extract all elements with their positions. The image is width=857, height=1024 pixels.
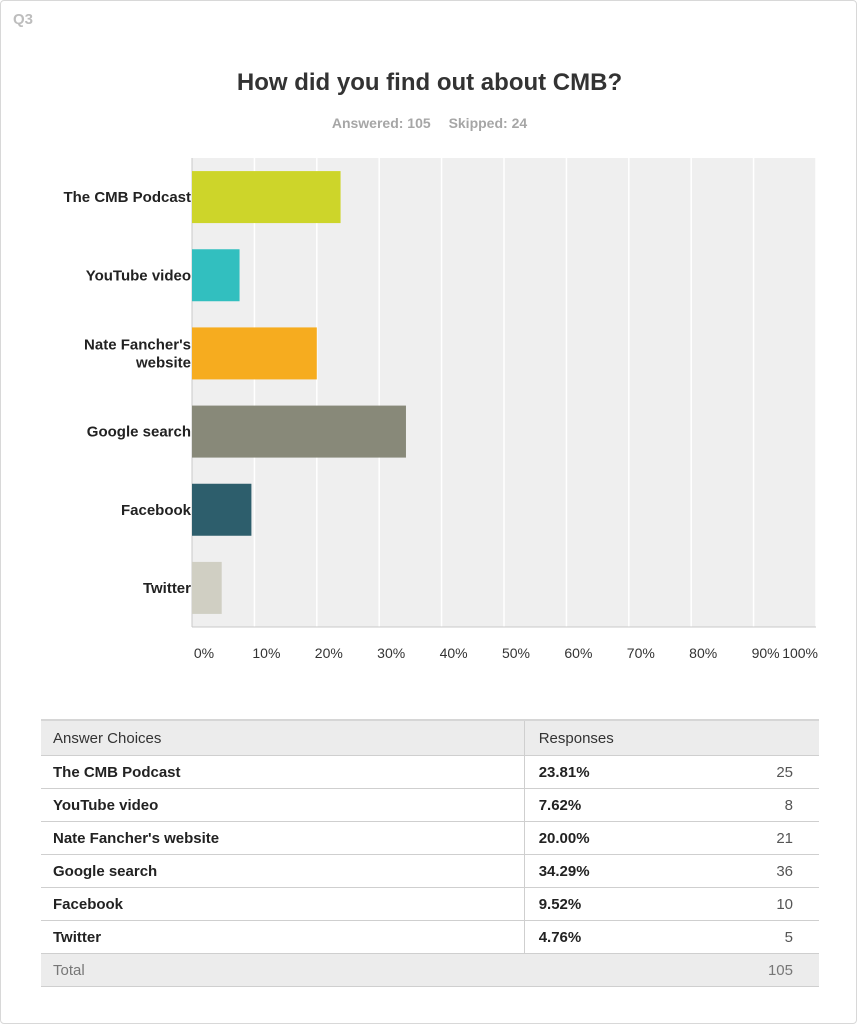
response-count-cell: 8 (675, 788, 819, 822)
response-percent-cell: 20.00% (523, 821, 675, 855)
bar (192, 405, 406, 458)
answer-choice-cell: YouTube video (41, 788, 525, 822)
x-tick-label: 70% (627, 645, 655, 661)
bar (192, 171, 341, 224)
table-row: Facebook 9.52% 10 (41, 887, 819, 921)
total-label: Total (41, 953, 525, 987)
category-label-line: Google search (87, 424, 191, 441)
x-tick-label: 50% (502, 645, 530, 661)
x-tick-label: 0% (194, 645, 214, 661)
response-count-cell: 25 (675, 755, 819, 789)
category-label-line: Twitter (143, 580, 191, 597)
bar (192, 249, 240, 302)
table-row: Google search 34.29% 36 (41, 854, 819, 888)
response-count-cell: 10 (675, 887, 819, 921)
table-row: Twitter 4.76% 5 (41, 920, 819, 954)
category-label: Twitter (143, 580, 191, 597)
category-label-line: Facebook (121, 502, 192, 519)
header-answer-choices: Answer Choices (41, 719, 525, 756)
total-count: 105 (675, 953, 819, 987)
x-tick-label: 80% (689, 645, 717, 661)
bar (192, 483, 252, 536)
answer-choice-cell: Google search (41, 854, 525, 888)
response-percent-cell: 9.52% (523, 887, 675, 921)
table-row: The CMB Podcast 23.81% 25 (41, 755, 819, 789)
category-label-line: website (135, 354, 191, 371)
answer-choice-cell: Facebook (41, 887, 525, 921)
x-tick-label: 20% (315, 645, 343, 661)
answer-choice-cell: The CMB Podcast (41, 755, 525, 789)
table-row: YouTube video 7.62% 8 (41, 788, 819, 822)
answer-choice-cell: Twitter (41, 920, 525, 954)
skipped-count: Skipped: 24 (448, 115, 528, 131)
x-tick-label: 90% (752, 645, 780, 661)
question-number: Q3 (13, 11, 34, 28)
response-count-cell: 36 (675, 854, 819, 888)
category-label: Facebook (121, 502, 192, 519)
bar-chart: 0% 10% 20% 30% 40% 50% 60% 70% 80% 90% 100% The CMB… (63, 158, 818, 661)
response-count-cell: 5 (675, 920, 819, 954)
category-label: Google search (87, 424, 191, 441)
x-tick-label: 40% (440, 645, 468, 661)
category-label: The CMB Podcast (63, 189, 191, 206)
response-percent-cell: 34.29% (523, 854, 675, 888)
x-tick-label: 100% (782, 645, 818, 661)
responses-table: Answer Choices Responses The CMB Podcast… (41, 719, 819, 987)
category-label-line: Nate Fancher's (84, 336, 191, 353)
chart-title: How did you find out about CMB? (236, 69, 623, 96)
category-label: YouTube video (86, 267, 191, 284)
answered-count: Answered: 105 (331, 115, 431, 131)
response-stats: Answered: 105 Skipped: 24 (1, 115, 857, 131)
response-percent-cell: 4.76% (523, 920, 675, 954)
table-header-row: Answer Choices Responses (41, 719, 819, 756)
bar (192, 561, 222, 614)
response-percent-cell: 23.81% (523, 755, 675, 789)
total-row: Total 105 (41, 953, 819, 987)
x-tick-label: 30% (377, 645, 405, 661)
bar (192, 327, 317, 380)
x-tick-label: 60% (564, 645, 592, 661)
table-row: Nate Fancher's website 20.00% 21 (41, 821, 819, 855)
response-percent-cell: 7.62% (523, 788, 675, 822)
answer-choice-cell: Nate Fancher's website (41, 821, 525, 855)
header-responses: Responses (523, 719, 819, 756)
category-label-line: The CMB Podcast (63, 189, 191, 206)
category-label: Nate Fancher's website (84, 336, 191, 371)
x-tick-label: 10% (252, 645, 280, 661)
total-percent-cell (524, 953, 675, 987)
response-count-cell: 21 (675, 821, 819, 855)
category-label-line: YouTube video (86, 267, 191, 284)
